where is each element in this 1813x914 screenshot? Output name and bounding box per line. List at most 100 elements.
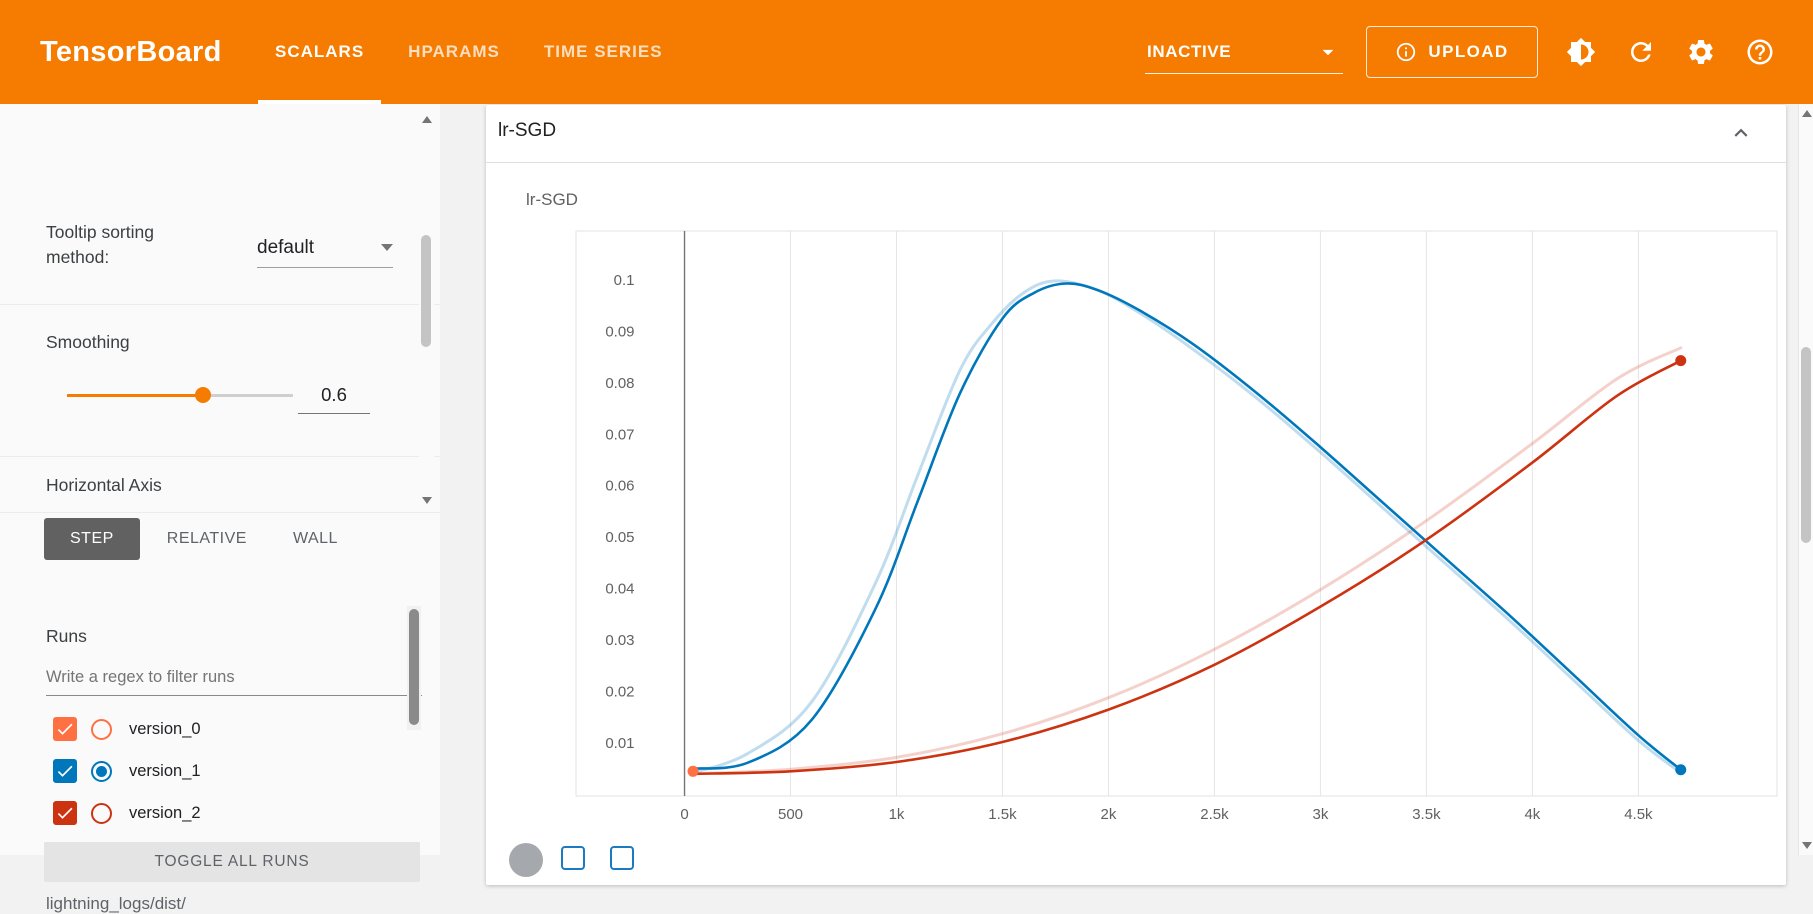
x-tick-label: 1k xyxy=(889,806,905,823)
run-highlight-radio[interactable] xyxy=(91,718,112,740)
tab-time-series[interactable]: TIME SERIES xyxy=(543,42,663,61)
upload-button[interactable]: UPLOAD xyxy=(1366,26,1538,78)
refresh-icon xyxy=(1631,41,1651,62)
y-tick-label: 0.1 xyxy=(614,272,635,289)
smoothing-slider-knob[interactable] xyxy=(194,387,211,403)
collapse-card-button[interactable] xyxy=(1724,117,1758,151)
series-version-2-original xyxy=(691,346,1683,776)
smoothing-slider[interactable] xyxy=(67,386,293,404)
toggle-all-runs-button[interactable]: TOGGLE ALL RUNS xyxy=(44,842,420,882)
chart-title: lr-SGD xyxy=(526,190,578,209)
card-divider xyxy=(486,162,1786,163)
tooltip-sorting-dropdown[interactable]: default xyxy=(257,228,393,268)
run-row-version-2: version_2 xyxy=(0,792,407,834)
y-tick-label: 0.09 xyxy=(605,323,634,340)
gear-icon xyxy=(1689,39,1713,64)
cut-checkbox-2[interactable] xyxy=(610,846,634,870)
check-icon xyxy=(57,723,73,735)
smoothing-label: Smoothing xyxy=(46,332,130,352)
y-tick-label: 0.08 xyxy=(605,375,634,392)
dropdown-caret-icon xyxy=(381,244,393,251)
marker-version-1 xyxy=(1675,764,1687,776)
y-tick-label: 0.01 xyxy=(605,735,634,752)
brightness-icon xyxy=(1566,37,1596,66)
window-scrollbar xyxy=(1798,104,1813,855)
scalar-card-lr-sgd: lr-SGD 0 500 1k 1.5k 2k 2.5k 3k 3.5k 4k 4.5k 0.01 0… xyxy=(486,105,1786,885)
scalar-chart-svg[interactable]: 0 500 1k 1.5k 2k 2.5k 3k 3.5k 4k 4.5k 0.01 0.02 0.03… xyxy=(486,163,1786,863)
tab-hparams[interactable]: HPARAMS xyxy=(408,42,500,61)
run-list: version_0 version_1 version_2 xyxy=(0,708,407,834)
runs-title: Runs xyxy=(46,626,87,646)
sidebar-divider xyxy=(0,512,440,513)
check-icon xyxy=(57,765,73,777)
upload-label: UPLOAD xyxy=(1428,42,1509,61)
brightness-toggle-button[interactable] xyxy=(1564,36,1598,70)
sidebar-divider xyxy=(0,304,440,305)
x-tick-label: 1.5k xyxy=(988,806,1017,823)
help-icon xyxy=(1747,39,1773,64)
y-tick-label: 0.02 xyxy=(605,684,634,701)
run-visibility-checkbox[interactable] xyxy=(53,759,77,783)
refresh-button[interactable] xyxy=(1624,36,1658,70)
help-button[interactable] xyxy=(1743,36,1777,70)
x-tick-label: 2.5k xyxy=(1200,806,1229,823)
marker-version-2 xyxy=(1675,355,1687,367)
check-icon xyxy=(57,807,73,819)
scroll-up-arrow[interactable] xyxy=(422,116,432,123)
run-visibility-checkbox[interactable] xyxy=(53,717,77,741)
scroll-down-arrow[interactable] xyxy=(1802,842,1812,849)
sidebar-divider xyxy=(0,456,440,457)
run-highlight-radio[interactable] xyxy=(91,802,112,824)
run-filter-input[interactable] xyxy=(46,660,422,696)
scrollbar-thumb[interactable] xyxy=(421,235,431,347)
axis-option-step[interactable]: STEP xyxy=(44,518,140,560)
smoothing-value-input[interactable]: 0.6 xyxy=(298,376,370,414)
series-version-2-smoothed xyxy=(691,359,1683,776)
run-visibility-checkbox[interactable] xyxy=(53,801,77,825)
app-logo: TensorBoard xyxy=(40,35,222,68)
tooltip-sorting-label: Tooltip sorting method: xyxy=(46,222,154,267)
y-tick-label: 0.05 xyxy=(605,529,634,546)
settings-button[interactable] xyxy=(1684,36,1718,70)
scroll-down-arrow[interactable] xyxy=(422,497,432,504)
data-status-dropdown[interactable]: INACTIVE xyxy=(1145,30,1343,74)
horizontal-axis-label: Horizontal Axis xyxy=(46,475,162,495)
axis-option-wall[interactable]: WALL xyxy=(274,518,357,560)
info-icon xyxy=(1397,42,1416,62)
scrollbar-thumb[interactable] xyxy=(409,609,419,725)
run-row-version-1: version_1 xyxy=(0,750,407,792)
log-directory-label: lightning_logs/dist/ xyxy=(46,894,186,913)
chart-action-button[interactable] xyxy=(509,843,543,877)
y-tick-label: 0.04 xyxy=(605,581,634,598)
settings-scrollbar xyxy=(419,110,434,510)
run-label: version_0 xyxy=(129,719,201,738)
scroll-up-arrow[interactable] xyxy=(1802,110,1812,117)
run-row-version-0: version_0 xyxy=(0,708,407,750)
y-tick-label: 0.07 xyxy=(605,426,634,443)
settings-sidebar: Tooltip sorting method: default Smoothin… xyxy=(0,104,440,913)
y-tick-label: 0.03 xyxy=(605,632,634,649)
slider-fill xyxy=(67,394,203,397)
runs-scrollbar xyxy=(407,606,421,730)
card-title: lr-SGD xyxy=(498,120,557,141)
x-tick-label: 3k xyxy=(1313,806,1329,823)
x-tick-label: 4.5k xyxy=(1624,806,1653,823)
chevron-up-icon xyxy=(1734,128,1748,137)
top-app-bar: TensorBoard SCALARS HPARAMS TIME SERIES IN… xyxy=(0,0,1813,104)
dashboard-tabs: SCALARS HPARAMS TIME SERIES xyxy=(253,0,685,104)
y-tick-label: 0.06 xyxy=(605,478,634,495)
run-highlight-radio[interactable] xyxy=(91,760,112,782)
horizontal-axis-options: STEP RELATIVE WALL xyxy=(44,518,357,560)
run-label: version_1 xyxy=(129,761,201,780)
run-label: version_2 xyxy=(129,803,201,822)
x-tick-label: 3.5k xyxy=(1412,806,1441,823)
axis-option-relative[interactable]: RELATIVE xyxy=(148,518,266,560)
chevron-down-icon xyxy=(1322,49,1334,55)
marker-version-0 xyxy=(687,765,699,777)
x-tick-label: 0 xyxy=(680,806,688,823)
tab-scalars[interactable]: SCALARS xyxy=(253,0,386,104)
cut-checkbox-1[interactable] xyxy=(561,846,585,870)
tooltip-sorting-value: default xyxy=(257,236,315,258)
scrollbar-thumb[interactable] xyxy=(1801,347,1811,543)
data-status-value: INACTIVE xyxy=(1147,41,1232,61)
